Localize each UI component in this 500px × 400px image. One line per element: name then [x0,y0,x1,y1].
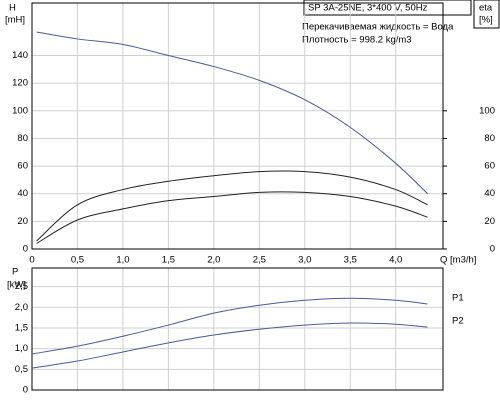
y2-axis-label: eta [479,3,493,14]
curve [31,322,428,369]
y2-tick-label: 40 [484,188,495,199]
x-tick-label: 0 [29,255,34,266]
x-tick-label: 1,0 [116,255,129,266]
y2-tick-label: 0 [490,244,495,255]
annotation: Перекачиваемая жидкость = Вода [302,22,454,33]
y-tick-label: 20 [17,216,28,227]
x-tick-label: 2,5 [253,255,266,266]
legend-label: P2 [452,316,464,327]
y-axis-label: H [9,3,16,14]
x-tick-label: 2,0 [207,255,220,266]
y-tick-label: 0 [23,244,28,255]
y-axis-unit: [kW] [7,280,26,291]
y-tick-label: 0,5 [15,364,28,375]
y-axis-unit: [mH] [5,15,25,26]
y-tick-label: 60 [17,161,28,172]
y2-tick-label: 80 [484,133,495,144]
y-tick-label: 0 [23,385,28,396]
x-tick-label: 4,0 [389,255,402,266]
curve [31,297,428,355]
y-tick-label: 100 [12,105,28,116]
y-tick-label: 1,0 [15,343,28,354]
y-tick-label: 2,5 [15,281,28,292]
title-box [303,0,472,16]
annotation: Плотность = 998.2 kg/m3 [302,35,412,46]
y2-tick-label: 60 [484,161,495,172]
curve [36,191,428,244]
x-tick-label: 1,5 [162,255,175,266]
y-tick-label: 140 [12,50,28,61]
y-tick-label: 1,5 [15,322,28,333]
chart-title: SP 3A-25NE, 3*400 V, 50Hz [308,3,428,14]
y-axis-label: P [12,267,18,278]
legend-label: P1 [452,292,464,303]
x-tick-label: 3,5 [344,255,357,266]
x-tick-label: 3,0 [298,255,311,266]
y2-axis-unit: [%] [479,15,493,26]
y-tick-label: 2,0 [15,302,28,313]
plot-frame [31,2,444,250]
y2-tick-label: 20 [484,216,495,227]
plot-frame [31,267,444,391]
y-tick-label: 40 [17,188,28,199]
x-axis-label: Q [m3/h] [440,255,476,266]
x-tick-label: 0,5 [71,255,84,266]
curve [36,31,428,195]
curve [36,170,428,242]
y2-tick-label: 100 [479,105,495,116]
y-tick-label: 80 [17,133,28,144]
unit-box [473,0,500,29]
y-tick-label: 120 [12,78,28,89]
